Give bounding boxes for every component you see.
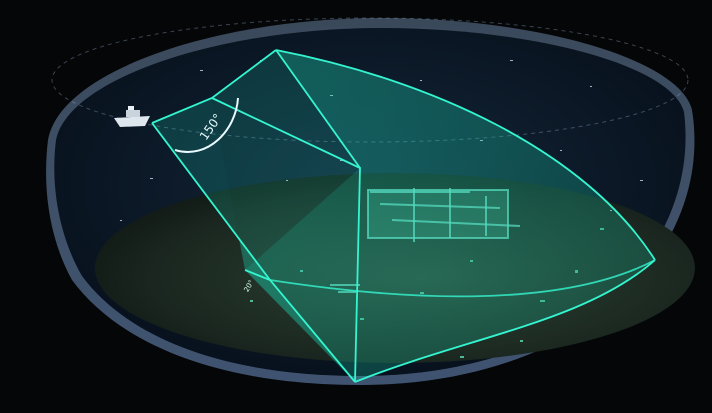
beam-top-face [212,50,360,270]
sonar-beam: 150° 20° [151,49,656,383]
fan-angle-arc [174,97,239,153]
beam-near-face [152,98,355,382]
beam-cone [245,50,655,382]
boat-icon [114,106,150,127]
water-surface-rim [51,17,689,143]
